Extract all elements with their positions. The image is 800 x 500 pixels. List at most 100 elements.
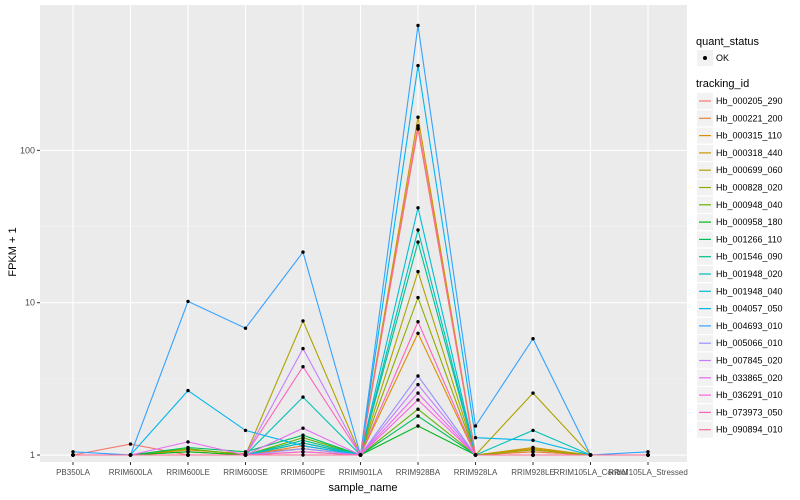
data-point [416,269,420,274]
legend-label: Hb_001948_020 [716,269,783,279]
data-point [301,447,305,451]
data-point [186,453,190,457]
legend-label: Hb_001266_110 [716,234,782,244]
data-point [416,126,420,130]
y-tick-label: 10 [25,298,35,308]
data-point [531,453,535,457]
data-point [416,240,420,244]
data-point [531,337,535,341]
data-point [358,453,363,457]
legend-label: Hb_000221_200 [716,113,783,123]
data-point [588,453,593,457]
data-point [416,23,420,28]
data-point [531,448,535,452]
data-point [186,440,190,444]
data-point [301,438,305,442]
data-point [416,391,420,395]
data-point [243,326,248,330]
data-point [301,453,305,457]
data-point [243,450,248,454]
data-point [416,320,420,324]
data-point [301,436,305,440]
data-point [128,453,133,457]
data-point [128,442,133,446]
data-point [301,319,305,323]
legend-quant-status-title: quant_status [696,36,759,48]
legend-label: Hb_001948_040 [716,286,783,296]
x-axis: PB350LA RRIM600LA RRIM600LE RRIM600SE RRIM60… [56,462,688,477]
data-point [186,388,190,393]
x-tick-label: RRIM928LA [454,468,498,477]
legend-label: Hb_001546_090 [716,252,783,262]
data-point [416,228,420,232]
legend-label: Hb_000699_060 [716,165,783,175]
data-point [301,433,305,437]
legend-label: Hb_073973_050 [716,407,783,417]
x-tick-label: RRIM901LA [339,468,383,477]
data-point [71,453,75,457]
data-point [531,391,535,395]
legend-label: Hb_007845_020 [716,356,783,366]
legend-tracking-id-title: tracking_id [696,78,749,90]
x-tick-label: RRIM105LA_Stressed [608,468,688,477]
data-point [301,441,305,445]
data-point [473,436,478,440]
x-tick-label: RRIM600LA [109,468,153,477]
data-point [416,407,420,411]
legend-label: Hb_036291_010 [716,390,783,400]
x-tick-label: RRIM928LE [511,468,555,477]
x-tick-label: RRIM600SE [223,468,267,477]
data-point [243,428,248,433]
data-point [301,250,305,254]
legend-label: Hb_000318_440 [716,148,783,158]
plot-panel [40,5,687,462]
legend-items: Hb_000205_290 Hb_000221_200 Hb_000315_110 H… [697,93,783,438]
data-point [416,331,420,335]
data-point [416,206,420,210]
data-point [186,450,190,454]
data-point [416,382,420,387]
x-tick-label: RRIM928BA [396,468,441,477]
data-point [301,365,305,369]
data-point [301,450,305,454]
data-point [243,453,248,457]
x-tick-label: RRIM600PE [281,468,325,477]
data-point [301,346,305,351]
legend-label: Hb_000205_290 [716,96,783,106]
data-point [531,445,535,450]
data-point [301,426,305,430]
y-axis-title: FPKM + 1 [7,227,19,276]
data-point [531,438,535,442]
legend-label: Hb_033865_020 [716,373,783,383]
legend-label: Hb_000958_180 [716,217,783,227]
data-point [186,299,190,304]
data-point [416,295,420,300]
x-tick-label: RRIM600LE [166,468,210,477]
data-point [301,395,305,399]
legend-label: Hb_000948_040 [716,200,783,210]
data-point [71,450,75,454]
legend-quant-status-point [703,56,707,60]
y-tick-label: 1 [30,450,35,460]
legend-quant-status: quant_status OK [696,36,759,66]
data-point [416,398,420,402]
data-point [416,374,420,378]
data-point [473,424,478,428]
legend-tracking-id: tracking_id Hb_000205_290Hb_000221_200Hb… [696,78,783,438]
legend-quant-status-label: OK [716,53,729,63]
legend-label: Hb_005066_010 [716,338,783,348]
data-point [531,428,535,433]
data-points [71,23,650,457]
legend-label: Hb_090894_010 [716,425,783,435]
data-point [416,424,420,428]
data-point [301,444,305,448]
data-point [416,63,420,68]
x-tick-label: PB350LA [56,468,90,477]
y-tick-label: 100 [20,145,35,155]
data-point [416,115,420,119]
x-tick-label: RRIM105LA_Control [554,468,628,477]
data-point [186,445,190,450]
data-point [646,450,650,454]
legend-label: Hb_000315_110 [716,131,782,141]
